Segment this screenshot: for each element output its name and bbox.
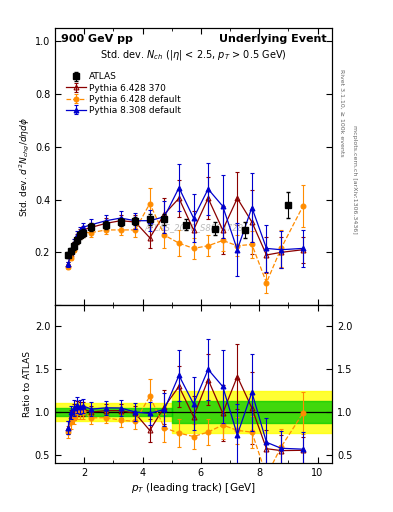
Legend: ATLAS, Pythia 6.428 370, Pythia 6.428 default, Pythia 8.308 default: ATLAS, Pythia 6.428 370, Pythia 6.428 de…: [62, 69, 185, 119]
Text: Underlying Event: Underlying Event: [219, 34, 327, 44]
X-axis label: $p_{T}$ (leading track) [GeV]: $p_{T}$ (leading track) [GeV]: [131, 481, 256, 495]
Y-axis label: Ratio to ATLAS: Ratio to ATLAS: [23, 351, 32, 417]
Text: ATLAS_2010_S8894728: ATLAS_2010_S8894728: [144, 223, 243, 232]
Text: Std. dev. $N_{ch}$ ($|\eta|$ < 2.5, $p_{T}$ > 0.5 GeV): Std. dev. $N_{ch}$ ($|\eta|$ < 2.5, $p_{…: [100, 48, 287, 61]
Text: Rivet 3.1.10, ≥ 100k events: Rivet 3.1.10, ≥ 100k events: [339, 69, 344, 157]
Text: mcplots.cern.ch [arXiv:1306.3436]: mcplots.cern.ch [arXiv:1306.3436]: [352, 125, 357, 233]
Y-axis label: Std. dev. $d^{2}N_{chg}/d\eta d\phi$: Std. dev. $d^{2}N_{chg}/d\eta d\phi$: [18, 117, 32, 217]
Text: 900 GeV pp: 900 GeV pp: [61, 34, 132, 44]
